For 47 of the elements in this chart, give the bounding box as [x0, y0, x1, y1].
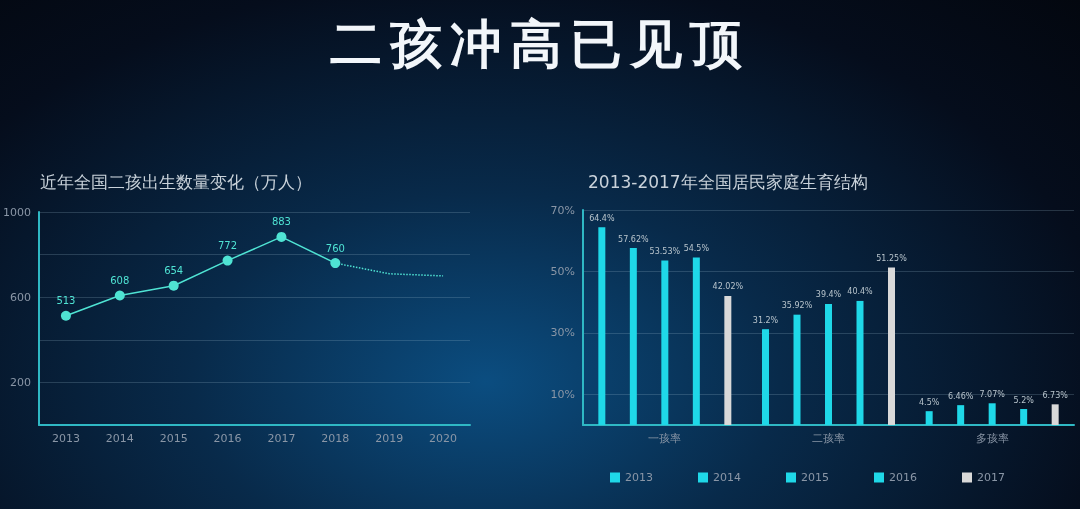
- x-tick-label: 2015: [159, 432, 188, 445]
- data-label: 64.4%: [589, 213, 615, 223]
- data-label: 883: [271, 216, 291, 228]
- data-label: 40.4%: [847, 287, 874, 297]
- data-label: 654: [164, 265, 184, 277]
- data-label: 6.46%: [947, 391, 974, 401]
- x-tick-label: 2020: [429, 432, 458, 445]
- data-label: 53.53%: [649, 247, 681, 257]
- x-tick-label: 二孩率: [812, 432, 845, 445]
- legend-label: 2017: [976, 471, 1005, 484]
- data-label: 5.2%: [1013, 395, 1035, 405]
- x-tick-label: 2016: [213, 432, 242, 445]
- data-label: 54.5%: [683, 244, 710, 254]
- data-label: 608: [110, 275, 130, 286]
- x-tick-label: 2019: [375, 432, 404, 445]
- y-tick-label: 600: [9, 290, 31, 304]
- chart-title: 2013-2017年全国居民家庭生育结构: [588, 171, 868, 192]
- text: 二孩冲高已见顶: [329, 13, 751, 76]
- data-label: 6.73%: [1042, 390, 1069, 400]
- data-label: 513: [56, 295, 76, 307]
- data-label: 39.4%: [815, 290, 842, 300]
- data-label: 7.07%: [979, 389, 1006, 399]
- data-label: 42.02%: [712, 282, 744, 292]
- data-label: 772: [218, 240, 238, 252]
- x-tick-label: 多孩率: [975, 432, 1009, 445]
- legend-label: 2013: [625, 471, 654, 484]
- legend-label: 2016: [889, 471, 917, 484]
- x-tick-label: 2017: [267, 432, 296, 445]
- data-label: 4.5%: [919, 397, 940, 407]
- x-tick-label: 2018: [321, 432, 350, 445]
- y-tick-label: 30%: [550, 326, 575, 340]
- data-label: 35.92%: [781, 301, 813, 311]
- legend-label: 2015: [801, 471, 829, 484]
- y-tick-label: 1000: [2, 205, 31, 219]
- data-label: 51.25%: [876, 254, 908, 264]
- y-tick-label: 50%: [550, 264, 575, 278]
- x-tick-label: 2014: [105, 432, 134, 445]
- x-tick-label: 2013: [51, 432, 80, 445]
- x-tick-label: 一孩率: [648, 432, 682, 445]
- data-label: 31.2%: [752, 315, 779, 325]
- data-label: 760: [325, 242, 345, 254]
- y-tick-label: 10%: [550, 387, 575, 401]
- legend-label: 2014: [713, 471, 742, 484]
- y-tick-label: 70%: [550, 203, 575, 217]
- data-label: 57.62%: [618, 234, 649, 244]
- y-tick-label: 200: [9, 375, 31, 389]
- chart-title: 近年全国二孩出生数量变化（万人）: [40, 171, 312, 192]
